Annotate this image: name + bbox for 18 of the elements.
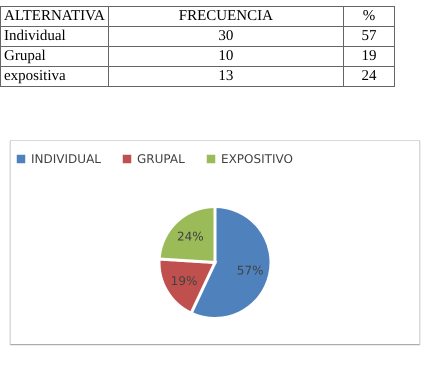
category-label: expositiva [0, 66, 108, 86]
text: % [343, 6, 394, 26]
legend-label: INDIVIDUAL [31, 152, 102, 166]
text: FRECUENCIA [108, 6, 344, 26]
data-label: 57 [343, 26, 394, 46]
data-label: 10 [108, 46, 344, 66]
legend-label: EXPOSITIVO [221, 152, 293, 166]
data-label: 24 [343, 66, 394, 86]
text: ALTERNATIVA [0, 6, 108, 26]
data-label: 19% [170, 274, 198, 288]
category-label: Individual [0, 26, 108, 46]
data-label: 24% [177, 229, 204, 244]
category-label: Grupal [0, 46, 108, 66]
legend-label: GRUPAL [137, 152, 186, 166]
data-label: 30 [108, 26, 344, 46]
data-label: 19 [343, 46, 394, 66]
data-label: 57% [236, 263, 264, 278]
data-label: 13 [108, 66, 344, 86]
